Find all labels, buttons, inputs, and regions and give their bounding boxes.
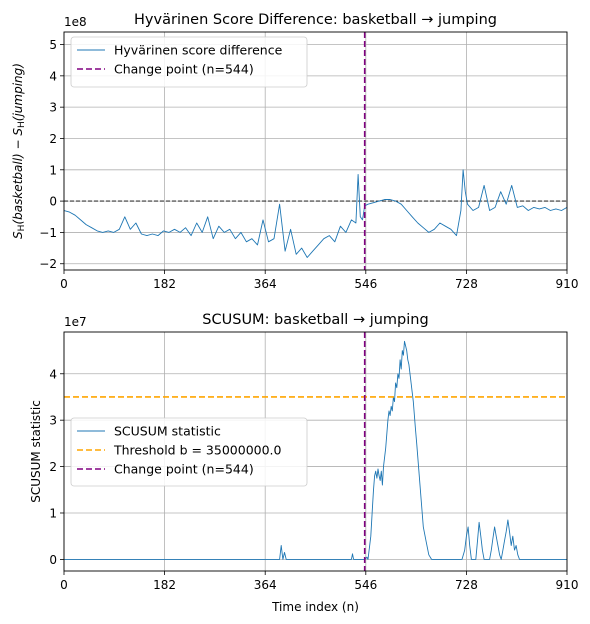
y-tick-label: −1	[39, 226, 57, 240]
y-axis-label: SH(basketball) − SH(jumping)	[11, 63, 27, 239]
x-tick-label: 364	[254, 277, 277, 291]
y-tick-label: 4	[49, 367, 57, 381]
legend-entry-label: Threshold b = 35000000.0	[113, 443, 282, 458]
legend: SCUSUM statistic Threshold b = 35000000.0…	[70, 417, 308, 487]
x-tick-label: 910	[556, 578, 579, 592]
x-tick-label: 182	[153, 277, 176, 291]
axes-frame	[63, 31, 568, 271]
chart-panel-2: 0 182 364 546 728 910 0 1 2 3 4 1e7 SCUSUM: basketba…	[29, 312, 578, 614]
plot-area	[64, 332, 567, 571]
x-tick-label: 728	[455, 277, 478, 291]
y-tick-label: 1	[49, 506, 57, 520]
y-tick-label: 3	[49, 101, 57, 115]
y-tick-label: 0	[49, 553, 57, 567]
y-axis-label: SCUSUM statistic	[29, 400, 43, 503]
x-tick-label: 0	[60, 277, 68, 291]
series-line-1	[64, 340, 567, 560]
y-tick-label: 2	[49, 132, 57, 146]
y-tick-label: 1	[49, 163, 57, 177]
y-multiplier-label: 1e8	[64, 15, 87, 29]
y-tick-label: 3	[49, 414, 57, 428]
chart-title: SCUSUM: basketball → jumping	[202, 312, 428, 328]
x-tick-label: 364	[254, 578, 277, 592]
legend-entry-label: Hyvärinen score difference	[114, 43, 283, 58]
x-axis-label: Time index (n)	[271, 600, 359, 614]
plot-area	[64, 32, 567, 270]
legend-entry-label: Change point (n=544)	[114, 62, 254, 77]
y-tick-label: −2	[39, 257, 57, 271]
y-multiplier-label: 1e7	[64, 315, 87, 329]
legend: Hyvärinen score difference Change point (…	[70, 36, 308, 88]
x-tick-label: 182	[153, 578, 176, 592]
y-tick-label: 5	[49, 38, 57, 52]
chart-title: Hyvärinen Score Difference: basketball →…	[134, 12, 497, 28]
x-tick-label: 546	[354, 277, 377, 291]
x-tick-label: 546	[354, 578, 377, 592]
chart-panel-1: 0 182 364 546 728 910 −2 −1 0 1 2 3 4 5 1e8 Hyvärinen S…	[11, 12, 578, 291]
legend-entry-label: Change point (n=544)	[114, 462, 254, 477]
x-tick-label: 728	[455, 578, 478, 592]
legend-box	[70, 36, 308, 88]
y-tick-label: 0	[49, 195, 57, 209]
legend-box	[70, 417, 308, 487]
x-tick-label: 0	[60, 578, 68, 592]
axes-frame	[63, 331, 568, 572]
legend-entry-label: SCUSUM statistic	[114, 424, 221, 439]
x-tick-label: 910	[556, 277, 579, 291]
series-line-1	[64, 169, 567, 258]
y-tick-label: 2	[49, 460, 57, 474]
y-tick-label: 4	[49, 69, 57, 83]
